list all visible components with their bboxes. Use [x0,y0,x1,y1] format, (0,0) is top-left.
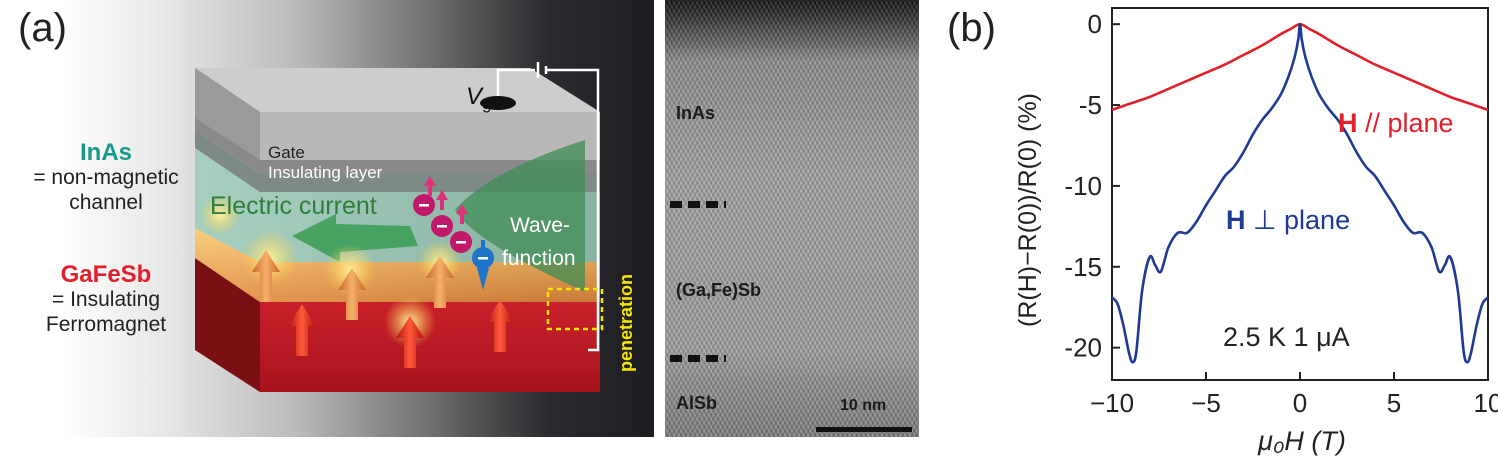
interface-glow [195,228,600,302]
y-tick-label: -10 [1064,171,1102,201]
gafesb-title: GaFeSb [60,261,152,288]
wavefunction-label-2: function [502,247,576,270]
parallel-series-label: H // plane [1338,108,1454,138]
inas-line1: = non-magnetic [33,166,179,189]
gate-front [260,112,600,160]
tem-interface-marker-1 [670,201,726,208]
penetration-box [546,287,604,331]
wavefunction-shape [455,140,585,292]
x-tick-label: −5 [1191,388,1221,418]
vg-label: Vg [466,83,491,113]
inas-title: InAs [79,139,132,166]
device-schematic: Vg Gate Insulating layer Electric curren… [195,62,636,392]
x-tick-label: 5 [1387,388,1401,418]
y-tick-label: -20 [1064,333,1102,363]
current-arrow [292,214,418,262]
series-line-parallel [1111,22,1489,112]
tem-scale-bar [816,427,912,432]
panel-a-label: (a) [18,6,67,50]
perpendicular-series-label: H ⊥ plane [1226,205,1350,235]
y-tick-label: -5 [1079,90,1102,120]
gafesb-line2: Ferromagnet [45,313,167,336]
electron-group [413,176,494,290]
x-tick-label: 10 [1474,388,1498,418]
tem-inas-label: InAs [676,103,716,123]
inas-line2: channel [69,191,143,214]
penetration-label: penetration [616,274,636,372]
x-tick-label: −10 [1090,388,1134,418]
tem-alsb-label: AlSb [676,393,718,413]
y-tick-label: 0 [1088,9,1102,39]
tem-gafesb-label: (Ga,Fe)Sb [676,280,762,300]
x-tick-label: 0 [1293,388,1307,418]
gafesb-front-face [260,302,600,392]
vg-return-wire [546,68,600,352]
gafesb-line1: = Insulating [52,288,160,311]
gate-left [195,68,260,160]
inas-annotation: InAs = non-magnetic channel [0,140,212,215]
electric-current-label: Electric current [210,192,377,220]
panel-b-label: (b) [947,6,996,50]
gafesb-annotation: GaFeSb = Insulating Ferromagnet [0,262,212,337]
vg-wire [496,68,535,96]
gate-label: Gate [268,143,305,162]
tem-scale-label: 10 nm [840,397,887,414]
wavefunction-label-1: Wave- [510,214,570,237]
y-axis-label: (R(H)−R(0))/R(0) (%) [1014,93,1042,327]
insulating-layer-label: Insulating layer [268,163,383,182]
series-line-perpendicular [1110,22,1490,364]
tem-image [665,0,919,437]
measurement-condition: 2.5 K 1 μA [1223,322,1350,352]
vg-contact [480,96,516,110]
y-tick-label: -15 [1064,252,1102,282]
tem-interface-marker-2 [670,355,726,362]
x-axis-label: μ₀H (T) [1257,426,1346,456]
